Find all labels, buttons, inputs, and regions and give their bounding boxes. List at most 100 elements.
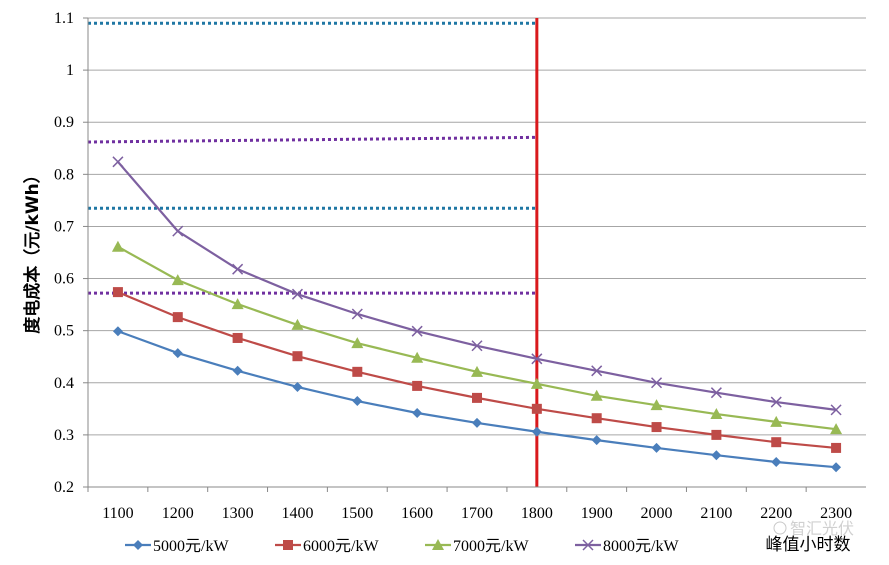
x-tick-label: 2300 <box>820 505 852 522</box>
data-point <box>412 408 423 419</box>
legend-label: 6000元/kW <box>303 538 379 555</box>
series-triangle <box>111 240 843 435</box>
data-point <box>591 435 602 446</box>
reference-lines <box>87 18 539 487</box>
y-tick-label: 0.2 <box>54 479 74 496</box>
data-point <box>471 365 483 377</box>
data-point <box>771 437 782 448</box>
data-point <box>711 450 722 461</box>
x-tick-label: 1300 <box>222 505 254 522</box>
y-tick-label: 0.5 <box>54 323 74 340</box>
y-tick-label: 0.4 <box>54 375 74 392</box>
x-tick-label: 1200 <box>162 505 194 522</box>
data-point <box>472 417 482 428</box>
data-point <box>531 403 542 414</box>
legend-marker <box>133 540 143 550</box>
y-tick-label: 1.1 <box>54 10 74 27</box>
y-tick-label: 0.9 <box>54 114 74 131</box>
series-diamond <box>112 326 842 473</box>
x-tick-label: 2200 <box>760 505 792 522</box>
x-tick-label: 1900 <box>581 505 613 522</box>
data-point <box>112 287 123 298</box>
gridlines <box>88 17 866 488</box>
data-point <box>710 387 722 399</box>
legend-item: 6000元/kW <box>275 538 379 555</box>
y-tick-label: 0.3 <box>54 427 74 444</box>
data-point <box>231 298 244 310</box>
legend-item: 5000元/kW <box>125 538 229 555</box>
legend: 5000元/kW 6000元/kW 7000元/kW 8000元/kW <box>125 538 679 555</box>
data-point <box>710 408 723 420</box>
reference-line-horizontal <box>87 135 537 144</box>
data-point <box>291 318 304 330</box>
series-group <box>111 156 843 473</box>
data-point <box>530 377 543 389</box>
data-point <box>651 422 662 433</box>
x-tick-label: 2100 <box>700 505 732 522</box>
y-tick-label: 1 <box>66 62 74 79</box>
x-tick-label: 2000 <box>641 505 673 522</box>
x-tick-label: 1800 <box>521 505 553 522</box>
x-tick-label: 1400 <box>281 505 313 522</box>
data-point <box>351 337 364 349</box>
data-point <box>831 442 842 453</box>
data-point <box>711 429 722 440</box>
data-point <box>112 326 123 337</box>
y-axis-label: 度电成本（元/kWh） <box>22 166 43 333</box>
data-point <box>412 380 423 391</box>
x-axis-label: 峰值小时数 <box>766 535 851 555</box>
watermark-text: 智汇光伏 <box>790 519 854 538</box>
x-tick-label: 1100 <box>102 505 133 522</box>
watermark: 智汇光伏 <box>773 519 854 538</box>
data-point <box>831 462 842 473</box>
data-point <box>471 340 483 352</box>
data-point <box>650 399 663 411</box>
data-point <box>111 240 124 252</box>
legend-item: 8000元/kW <box>575 538 679 555</box>
data-point <box>591 413 602 424</box>
x-tick-label: 1500 <box>341 505 373 522</box>
axes: 0.2 0.3 0.4 0.5 0.6 0.7 0.8 0.9 1 1.1 1100 1200 1300… <box>54 10 866 522</box>
legend-item: 7000元/kW <box>425 538 529 555</box>
data-point <box>232 332 243 343</box>
data-point <box>172 312 183 323</box>
data-point <box>591 365 603 377</box>
data-point <box>651 442 662 453</box>
data-point <box>770 396 782 408</box>
y-tick-label: 0.6 <box>54 271 74 288</box>
y-tick-label: 0.8 <box>54 166 74 183</box>
legend-label: 8000元/kW <box>603 538 679 555</box>
data-point <box>830 404 842 416</box>
data-point <box>292 381 303 392</box>
data-point <box>172 348 183 359</box>
data-point <box>770 415 783 427</box>
y-tick-label: 0.7 <box>54 218 74 235</box>
data-point <box>291 288 303 300</box>
legend-label: 7000元/kW <box>453 538 529 555</box>
data-point <box>352 396 363 407</box>
data-point <box>411 325 423 337</box>
series-x <box>112 156 842 416</box>
data-point <box>411 351 424 363</box>
legend-marker <box>283 540 293 550</box>
data-point <box>651 377 663 389</box>
data-point <box>171 274 184 286</box>
data-point <box>232 263 244 275</box>
legend-marker <box>432 539 444 550</box>
x-tick-label: 1700 <box>461 505 493 522</box>
data-point <box>531 353 543 365</box>
watermark-icon <box>773 521 787 535</box>
data-point <box>472 392 482 403</box>
data-point <box>232 365 243 376</box>
data-point <box>351 308 363 320</box>
legend-label: 5000元/kW <box>153 538 229 555</box>
x-tick-label: 1600 <box>401 505 433 522</box>
data-point <box>352 366 363 377</box>
data-point <box>112 156 124 168</box>
data-point <box>771 456 782 467</box>
legend-marker <box>582 539 594 551</box>
data-point <box>531 426 542 437</box>
data-point <box>292 351 303 362</box>
